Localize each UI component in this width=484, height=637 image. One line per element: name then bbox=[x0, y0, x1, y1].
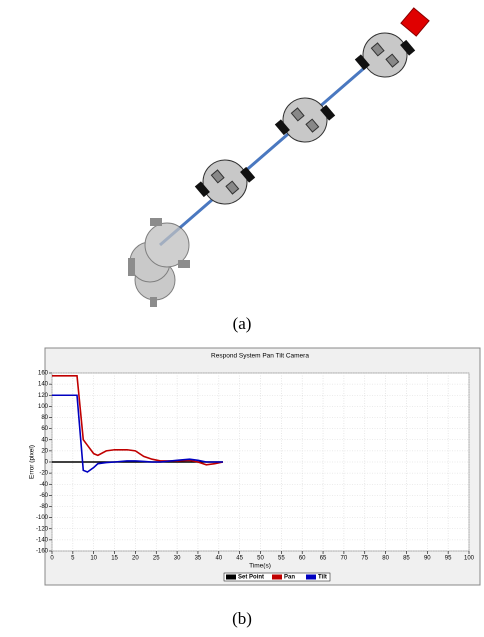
x-tick-label: 60 bbox=[299, 556, 306, 562]
y-tick-label: -40 bbox=[39, 482, 48, 488]
caption: (a) bbox=[233, 314, 252, 333]
series-line bbox=[52, 374, 224, 466]
x-tick-label: 70 bbox=[341, 556, 348, 562]
x-tick-label: 20 bbox=[132, 556, 139, 562]
x-tick-label: 0 bbox=[50, 556, 54, 562]
y-tick-label: 80 bbox=[41, 415, 48, 421]
target bbox=[400, 7, 430, 37]
legend-label: Pan bbox=[284, 575, 295, 581]
x-tick-label: 15 bbox=[111, 556, 118, 562]
legend-swatch bbox=[272, 574, 282, 580]
y-tick-label: -60 bbox=[39, 493, 48, 499]
x-tick-label: 85 bbox=[403, 556, 410, 562]
robot-ghost bbox=[128, 218, 190, 307]
x-tick-label: 25 bbox=[153, 556, 160, 562]
y-tick-label: 40 bbox=[41, 437, 48, 443]
x-tick-label: 30 bbox=[174, 556, 181, 562]
y-tick-label: -120 bbox=[36, 526, 49, 532]
x-tick-label: 40 bbox=[215, 556, 222, 562]
x-tick-label: 35 bbox=[195, 556, 202, 562]
x-tick-label: 10 bbox=[90, 556, 97, 562]
legend-label: Set Point bbox=[238, 575, 264, 581]
y-axis-label: Error (pixel) bbox=[29, 445, 36, 479]
x-tick-label: 45 bbox=[236, 556, 243, 562]
y-tick-label: -80 bbox=[39, 504, 48, 510]
legend-swatch bbox=[226, 574, 236, 580]
robot-diagram bbox=[128, 7, 430, 307]
y-tick-label: 20 bbox=[41, 448, 48, 454]
robot bbox=[354, 32, 416, 78]
x-tick-label: 55 bbox=[278, 556, 285, 562]
x-tick-label: 5 bbox=[71, 556, 75, 562]
x-tick-label: 90 bbox=[424, 556, 431, 562]
x-tick-label: 95 bbox=[445, 556, 452, 562]
legend-swatch bbox=[306, 574, 316, 580]
x-tick-label: 50 bbox=[257, 556, 264, 562]
y-tick-label: -100 bbox=[36, 515, 49, 521]
chart-title: Respond System Pan Tilt Camera bbox=[211, 353, 309, 360]
y-tick-label: 100 bbox=[38, 404, 49, 410]
y-tick-label: 120 bbox=[38, 393, 49, 399]
y-tick-label: 140 bbox=[38, 382, 49, 388]
robot bbox=[274, 97, 336, 143]
legend-label: Tilt bbox=[318, 575, 327, 581]
y-tick-label: 0 bbox=[45, 460, 49, 466]
x-axis-label: Time(s) bbox=[249, 563, 271, 570]
series-line bbox=[52, 394, 223, 473]
x-tick-label: 75 bbox=[361, 556, 368, 562]
y-tick-label: -20 bbox=[39, 471, 48, 477]
robot bbox=[194, 159, 256, 205]
path-line bbox=[159, 48, 386, 247]
caption: (b) bbox=[232, 609, 252, 628]
x-tick-label: 80 bbox=[382, 556, 389, 562]
x-tick-label: 100 bbox=[464, 556, 475, 562]
y-tick-label: 160 bbox=[38, 371, 49, 377]
y-tick-label: -140 bbox=[36, 537, 49, 543]
y-tick-label: 60 bbox=[41, 426, 48, 432]
y-tick-label: -160 bbox=[36, 549, 49, 555]
x-tick-label: 65 bbox=[320, 556, 327, 562]
